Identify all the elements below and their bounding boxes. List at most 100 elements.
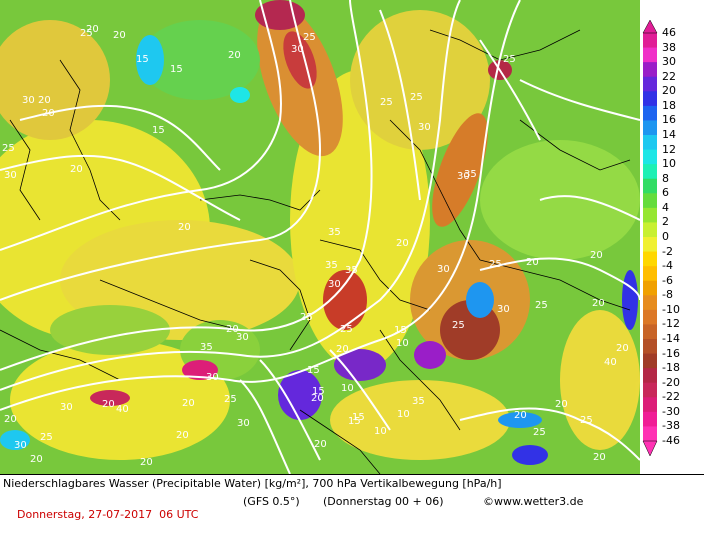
isoline-label: 15 <box>352 412 365 423</box>
scale-band <box>643 426 657 442</box>
isoline-label: 15 <box>348 416 361 427</box>
isoline-label: 30 <box>14 440 27 451</box>
caption-copyright: ©www.wetter3.de <box>483 495 584 508</box>
isoline-label: 20 <box>314 439 327 450</box>
scale-band <box>643 266 657 282</box>
scale-band <box>643 339 657 355</box>
isoline-label: 30 <box>236 332 249 343</box>
scale-tick-label: 46 <box>662 26 676 39</box>
isoline-label: 25 <box>2 143 15 154</box>
scale-band <box>643 280 657 296</box>
isoline-label: 35 <box>328 227 341 238</box>
isoline-label: 30 <box>60 402 73 413</box>
scale-tick-label: 30 <box>662 55 676 69</box>
scale-band <box>643 368 657 384</box>
isoline-label: 25 <box>489 259 502 270</box>
scale-band <box>643 149 657 165</box>
scale-band <box>643 353 657 369</box>
isoline-label: 15 <box>170 64 183 75</box>
isoline-label: 25 <box>410 92 423 103</box>
scale-tick-label: 4 <box>662 200 669 214</box>
isoline-label: 20 <box>311 393 324 404</box>
scale-band <box>643 222 657 238</box>
isoline-label: 30 <box>4 170 17 181</box>
isoline-label: 20 <box>616 343 629 354</box>
scale-band <box>643 47 657 63</box>
isoline-label: 35 <box>325 260 338 271</box>
isoline-label: 25 <box>80 28 93 39</box>
scale-band <box>643 91 657 107</box>
isoline-label: 25 <box>535 300 548 311</box>
isoline-label: 25 <box>224 394 237 405</box>
scale-tick-label: -38 <box>662 419 680 433</box>
scale-tick-label: 20 <box>662 84 676 98</box>
scale-tick-label: -46 <box>662 434 680 447</box>
isoline-label: 25 <box>533 427 546 438</box>
isoline-label: 20 <box>226 324 239 335</box>
isoline-label: 30 <box>206 372 219 383</box>
isoline-label: 10 <box>396 338 409 349</box>
scale-tick-label: 16 <box>662 113 676 127</box>
isoline-label: 20 <box>590 250 603 261</box>
isoline-label: 20 <box>593 452 606 463</box>
scale-bottom-arrow <box>642 440 658 457</box>
scale-tick-label: -18 <box>662 361 680 375</box>
scale-band <box>643 207 657 223</box>
isoline-label: 20 <box>514 410 527 421</box>
scale-band <box>643 382 657 398</box>
caption-run-info: Donnerstag, 27-07-2017 06 UTC <box>3 495 198 534</box>
scale-tick-label: 8 <box>662 171 669 185</box>
isoline-label: 15 <box>136 54 149 65</box>
caption-title: Niederschlagbares Wasser (Precipitable W… <box>3 477 502 490</box>
caption-date: Donnerstag, 27-07-2017 06 UTC <box>17 508 199 521</box>
scale-tick-label: 2 <box>662 215 669 229</box>
isoline-label: 20 <box>30 454 43 465</box>
isoline-label: 30 <box>291 44 304 55</box>
isoline-label: 20 <box>42 108 55 119</box>
scale-top-arrow <box>642 19 658 34</box>
isoline-label: 35 <box>200 342 213 353</box>
scale-tick-label: 10 <box>662 157 676 171</box>
scale-band <box>643 120 657 136</box>
isoline-label: 20 <box>396 238 409 249</box>
isoline-label: 30 <box>457 171 470 182</box>
scale-band <box>643 324 657 340</box>
scale-tick-label: -2 <box>662 244 673 258</box>
scale-band <box>643 62 657 78</box>
isoline-label: 10 <box>341 383 354 394</box>
isoline-label: 20 <box>4 414 17 425</box>
scale-tick-label: -12 <box>662 317 680 331</box>
isoline-label: 25 <box>580 415 593 426</box>
precipitable-water-isolines <box>0 0 640 474</box>
vertical-motion-shading <box>0 3 640 460</box>
isoline-label: 20 <box>102 399 115 410</box>
scale-tick-label: 14 <box>662 128 676 141</box>
isoline-label: 25 <box>503 54 516 65</box>
isoline-label: 30 <box>418 122 431 133</box>
isoline-label: 25 <box>300 312 313 323</box>
caption-model: (GFS 0.5°) <box>243 495 300 508</box>
scale-tick-label: 12 <box>662 142 676 156</box>
isoline-label: 25 <box>303 32 316 43</box>
isoline-label: 25 <box>452 320 465 331</box>
scale-band <box>643 237 657 253</box>
strong-motion-cells <box>0 0 638 465</box>
color-scale-legend: 46 38 30 22 20 18 16 14 12 10 8 6 4 2 0 -2 -4 -6 -8 -10 -12-… <box>640 0 704 474</box>
isoline-label: 10 <box>397 409 410 420</box>
scale-tick-label: -14 <box>662 332 680 345</box>
isoline-label: 20 <box>526 257 539 268</box>
scale-band <box>643 309 657 325</box>
isoline-label: 40 <box>116 404 129 415</box>
scale-band <box>643 251 657 267</box>
scale-band <box>643 164 657 180</box>
isoline-label: 20 <box>70 164 83 175</box>
isoline-label: 15 <box>312 386 325 397</box>
scale-tick-label: -22 <box>662 390 680 404</box>
scale-band <box>643 411 657 427</box>
scale-tick-label: 0 <box>662 230 669 243</box>
scale-tick-label: -8 <box>662 288 673 302</box>
isoline-label: 30 <box>237 418 250 429</box>
isoline-label: 30 <box>328 279 341 290</box>
